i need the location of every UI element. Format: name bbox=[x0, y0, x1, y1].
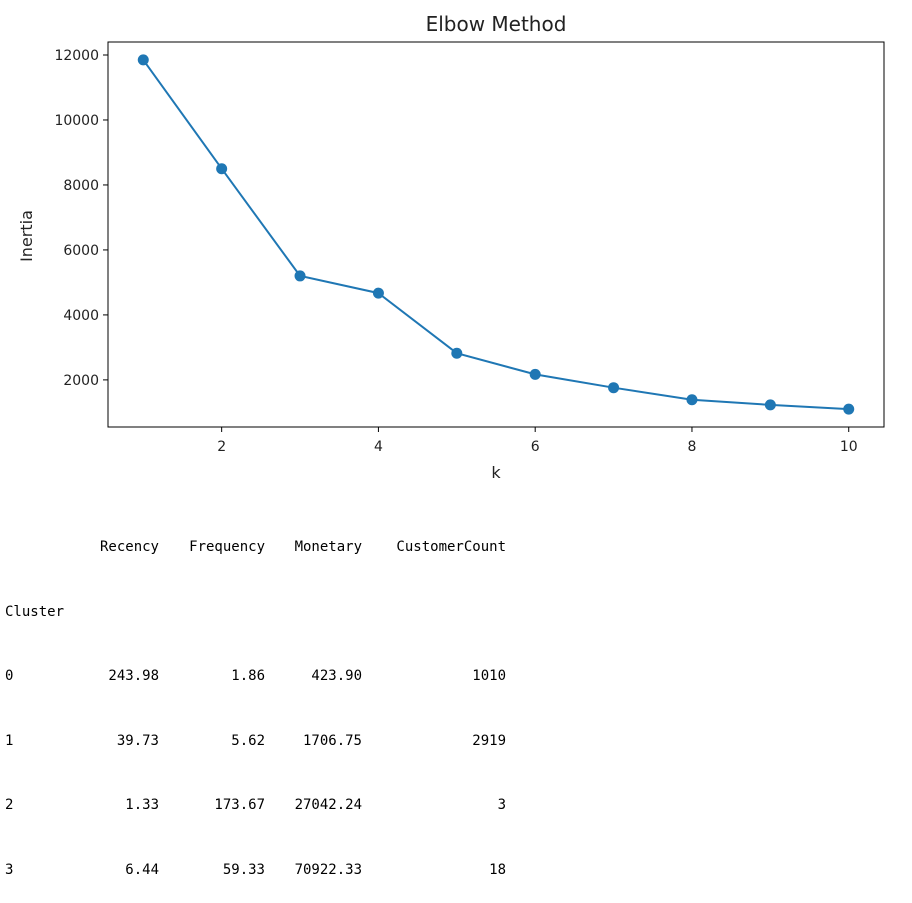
table-row: 1 39.73 5.62 1706.75 2919 bbox=[5, 731, 506, 753]
data-point bbox=[137, 54, 149, 66]
column-header-recency: Recency bbox=[99, 539, 159, 555]
data-point bbox=[529, 368, 541, 380]
x-axis-label: k bbox=[491, 463, 501, 482]
plot-area-frame bbox=[107, 41, 885, 428]
data-point bbox=[451, 347, 463, 359]
row-index: 2 bbox=[5, 797, 14, 813]
index-name: Cluster bbox=[5, 603, 65, 620]
data-point bbox=[686, 394, 698, 406]
table-row: 3 6.44 59.33 70922.33 18 bbox=[5, 860, 506, 882]
data-point bbox=[843, 403, 855, 415]
cell-recency: 6.44 bbox=[125, 861, 159, 878]
cluster-summary-table: Recency Frequency Monetary CustomerCount… bbox=[5, 494, 506, 903]
y-tick-label: 4000 bbox=[63, 308, 99, 324]
cell-monetary: 1706.75 bbox=[302, 732, 362, 749]
cell-frequency: 5.62 bbox=[231, 732, 265, 749]
column-header-customercount: CustomerCount bbox=[396, 539, 506, 555]
cell-customercount: 2919 bbox=[472, 732, 506, 749]
row-index: 1 bbox=[5, 732, 14, 749]
y-tick-label: 2000 bbox=[63, 373, 99, 389]
data-point bbox=[764, 399, 776, 411]
column-header-frequency: Frequency bbox=[189, 539, 265, 555]
data-point bbox=[294, 270, 306, 282]
cell-recency: 39.73 bbox=[116, 732, 159, 749]
cell-customercount: 3 bbox=[497, 797, 506, 813]
data-point bbox=[372, 287, 384, 299]
data-point bbox=[216, 163, 228, 175]
x-tick-label: 10 bbox=[840, 439, 858, 455]
row-index: 0 bbox=[5, 668, 14, 684]
elbow-chart: Elbow Method 20004000600080001000012000 … bbox=[17, 12, 885, 482]
inertia-points bbox=[137, 54, 855, 415]
y-tick-label: 12000 bbox=[54, 48, 99, 64]
table-row: 2 1.33 173.67 27042.24 3 bbox=[5, 795, 506, 817]
inertia-line bbox=[142, 59, 849, 411]
cell-frequency: 59.33 bbox=[222, 861, 265, 878]
table-corner bbox=[5, 537, 75, 559]
cell-recency: 1.33 bbox=[125, 797, 159, 813]
y-axis: 2000 4000 6000 8000 10000 12000 bbox=[54, 48, 108, 389]
cell-customercount: 18 bbox=[489, 861, 506, 878]
y-axis-label: Inertia bbox=[17, 210, 36, 262]
table-row: 0 243.98 1.86 423.90 1010 bbox=[5, 666, 506, 688]
cell-frequency: 173.67 bbox=[214, 797, 265, 813]
cell-customercount: 1010 bbox=[472, 668, 506, 684]
chart-title: Elbow Method bbox=[426, 12, 567, 36]
index-name-row: Cluster bbox=[5, 602, 506, 624]
cell-recency: 243.98 bbox=[108, 668, 159, 684]
x-tick-label: 2 bbox=[217, 439, 226, 455]
cell-monetary: 70922.33 bbox=[294, 861, 362, 878]
cell-monetary: 423.90 bbox=[311, 668, 362, 684]
x-tick-label: 6 bbox=[531, 439, 540, 455]
cell-frequency: 1.86 bbox=[231, 668, 265, 684]
column-header-monetary: Monetary bbox=[294, 539, 362, 555]
x-tick-label: 4 bbox=[374, 439, 383, 455]
x-axis: 2 4 6 8 10 bbox=[217, 427, 858, 455]
table-header-row: Recency Frequency Monetary CustomerCount bbox=[5, 537, 506, 559]
y-tick-label: 8000 bbox=[63, 178, 99, 194]
y-tick-label: 10000 bbox=[54, 113, 99, 129]
data-point bbox=[608, 382, 620, 394]
row-index: 3 bbox=[5, 861, 14, 878]
cell-monetary: 27042.24 bbox=[294, 797, 362, 813]
x-tick-label: 8 bbox=[687, 439, 696, 455]
y-tick-label: 6000 bbox=[63, 243, 99, 259]
